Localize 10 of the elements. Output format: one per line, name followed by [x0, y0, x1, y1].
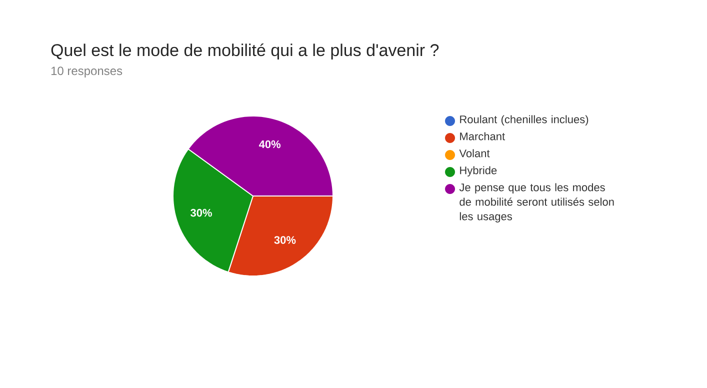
data-label: 30% — [190, 208, 212, 217]
chart-title: Quel est le mode de mobilité qui a le plus d'avenir ? — [51, 43, 439, 60]
data-label: 30% — [274, 236, 296, 244]
legend-label: Hybride — [460, 166, 497, 176]
legend-label: Volant — [459, 149, 490, 158]
chart-subtitle: 10 responses — [51, 66, 122, 78]
legend-label: Marchant — [460, 132, 505, 140]
legend-label: Roulant (chenilles inclues) — [460, 115, 588, 126]
legend-label: Je pense que tous les modes de mobilité seront utilisés selon les usages — [459, 183, 614, 222]
data-label: 40% — [258, 140, 281, 148]
